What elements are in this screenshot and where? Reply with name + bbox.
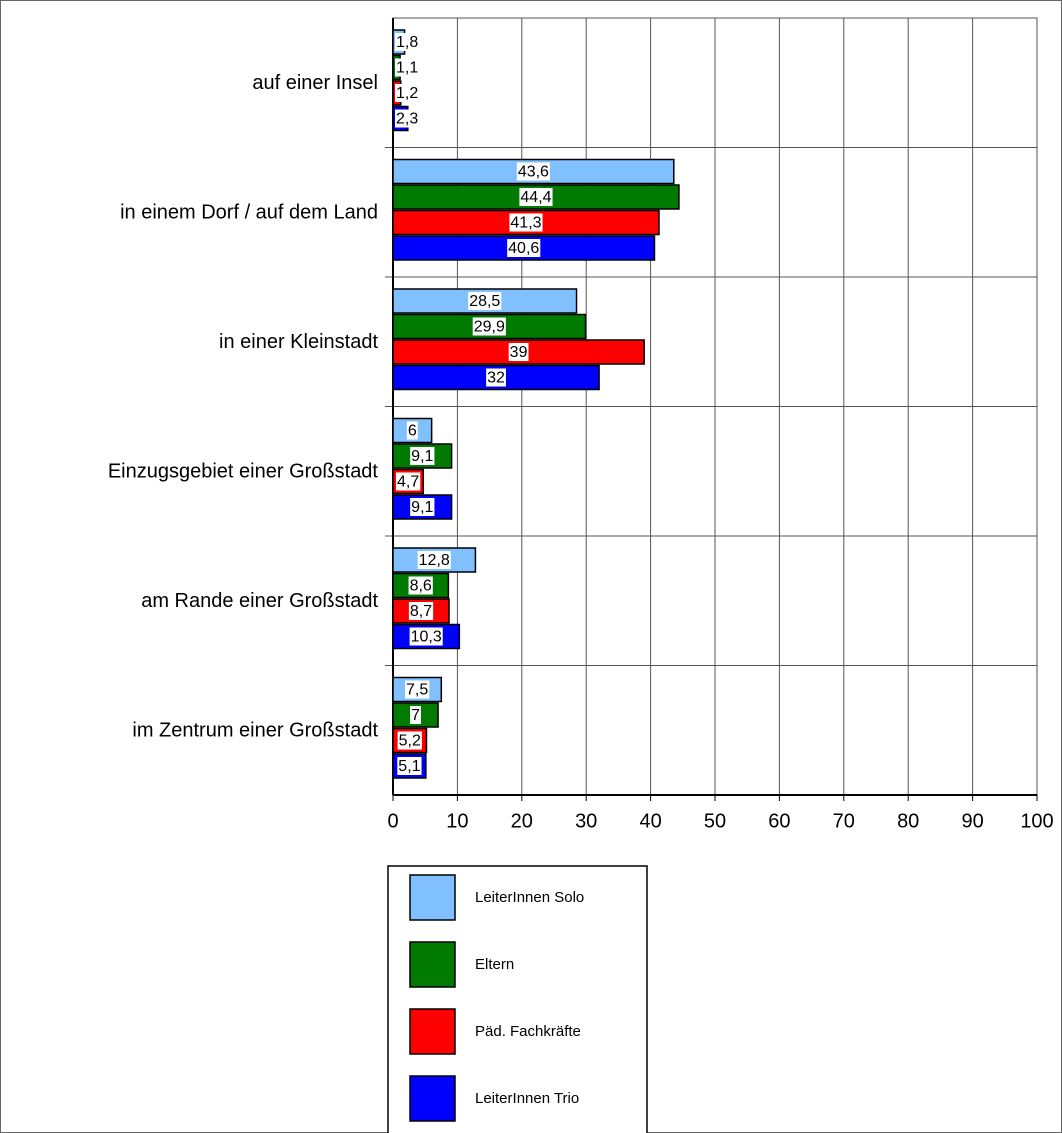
data-label-bg (397, 757, 422, 775)
data-label: 7,5 (406, 682, 428, 699)
data-label-bg (409, 627, 443, 646)
y-tick-label: in einem Dorf / auf dem Land (120, 202, 378, 224)
data-label: 6 (408, 423, 417, 440)
data-label-bg (395, 84, 420, 102)
x-tick-label: 60 (768, 810, 790, 832)
data-label-bg (395, 33, 420, 51)
data-label: 5,1 (398, 758, 420, 775)
legend-swatch (409, 1075, 456, 1122)
data-label-bg (519, 188, 553, 206)
x-tick-label: 20 (511, 810, 533, 832)
data-label: 8,6 (410, 578, 432, 595)
data-label: 2,3 (396, 111, 418, 128)
data-label-bg (508, 343, 529, 361)
data-label: 43,6 (518, 164, 549, 181)
x-tick-label: 100 (1020, 810, 1053, 832)
x-tick-label: 80 (897, 810, 919, 832)
data-label: 9,1 (411, 499, 433, 516)
data-label: 5,2 (399, 733, 421, 750)
legend-label: Eltern (475, 956, 514, 973)
legend-label: LeiterInnen Solo (475, 889, 584, 906)
x-tick-label: 50 (704, 810, 726, 832)
data-label-bg (468, 292, 502, 310)
legend-label: LeiterInnen Trio (475, 1090, 579, 1107)
x-tick-label: 0 (387, 810, 398, 832)
data-label: 29,9 (474, 319, 505, 336)
data-label-bg (395, 109, 420, 128)
legend-swatch (409, 1008, 456, 1055)
data-label-bg (486, 368, 506, 387)
data-label-bg (516, 162, 550, 181)
y-tick-label: in einer Kleinstadt (219, 331, 378, 353)
x-tick-label: 90 (961, 810, 983, 832)
data-label-bg (417, 551, 451, 569)
data-label-bg (406, 421, 418, 440)
data-label-bg (509, 213, 543, 232)
x-tick-label: 30 (575, 810, 597, 832)
data-label-bg (410, 706, 421, 724)
data-label: 10,3 (411, 629, 442, 646)
y-tick-label: Einzugsgebiet einer Großstadt (108, 461, 379, 483)
data-label-bg (507, 239, 541, 257)
legend-swatch (409, 941, 456, 988)
data-label-bg (395, 58, 420, 77)
data-label-bg (408, 576, 433, 595)
data-label-bg (397, 731, 422, 750)
data-label: 12,8 (419, 552, 450, 569)
data-label-bg (408, 602, 434, 620)
data-label: 32 (487, 370, 505, 387)
data-label: 41,3 (510, 215, 541, 232)
data-label-bg (405, 680, 430, 699)
data-label-bg (472, 317, 506, 336)
data-label: 9,1 (411, 448, 433, 465)
x-tick-label: 40 (639, 810, 661, 832)
data-label: 44,4 (520, 189, 551, 206)
data-label-bg (410, 447, 435, 465)
data-label: 4,7 (397, 474, 419, 491)
data-label: 7 (411, 707, 420, 724)
data-label: 1,8 (396, 34, 418, 51)
x-tick-label: 10 (446, 810, 468, 832)
data-label: 8,7 (410, 603, 432, 620)
y-tick-label: am Rande einer Großstadt (141, 590, 378, 612)
data-label-bg (410, 498, 435, 516)
data-label: 1,1 (396, 60, 418, 77)
legend-label: Päd. Fachkräfte (475, 1023, 581, 1040)
data-label: 28,5 (469, 293, 500, 310)
data-label-bg (396, 472, 421, 491)
x-tick-label: 70 (833, 810, 855, 832)
y-tick-label: im Zentrum einer Großstadt (132, 720, 378, 742)
data-label: 40,6 (508, 240, 539, 257)
legend-swatch (409, 874, 456, 921)
y-tick-label: auf einer Insel (252, 72, 378, 94)
data-label: 39 (510, 344, 528, 361)
data-label: 1,2 (396, 85, 418, 102)
